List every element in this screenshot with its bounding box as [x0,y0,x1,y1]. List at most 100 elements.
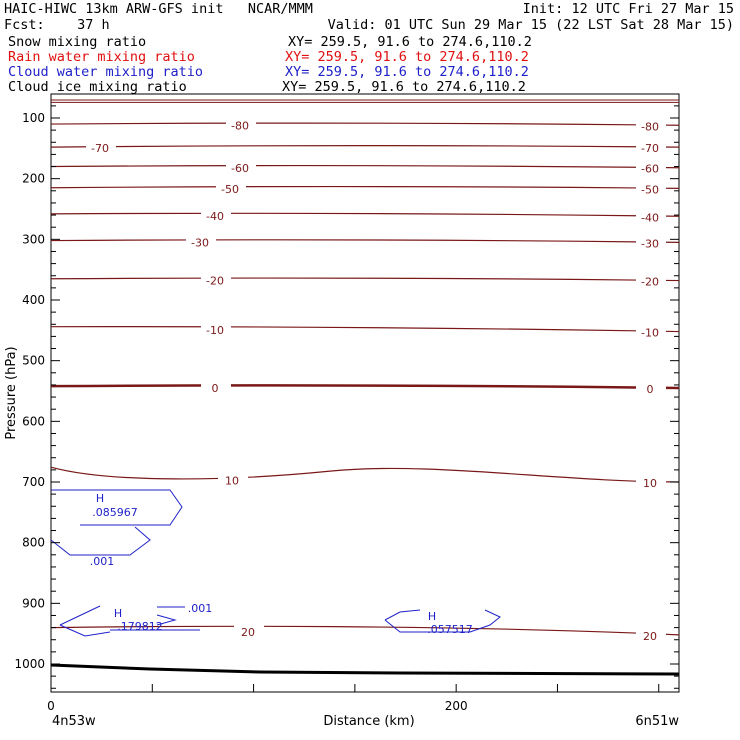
cloud-water-contour-line [51,489,183,526]
temperature-contour-label-right: 20 [643,630,657,643]
contour-label-bg [234,624,264,639]
temperature-contours: -80 -80 -70 -70 -60 -60 -50 -50 -40 -40 -30 -30 -20 -… [50,99,680,643]
contour-label-bg [218,472,248,487]
contour-label-bg-right [636,181,666,196]
contour-label-bg-right [636,209,666,224]
temperature-contour-label-right: 10 [643,477,657,490]
x-axis: 0 200 [47,684,660,713]
temperature-contour-line [50,164,680,169]
temperature-contour-label-right: -30 [641,237,659,250]
y-tick-label: 500 [22,354,45,368]
field-name-rain: Rain water mixing ratio [8,49,195,65]
y-tick-label: 800 [22,536,45,550]
cloud-water-contour-label: .001 [90,555,115,568]
terrain-surface-line [50,663,680,676]
contour-label-bg [201,272,231,287]
contour-label-bg-right [636,273,666,288]
temperature-contour-label-right: -60 [641,163,659,176]
temperature-contour-line [50,212,680,217]
y-tick-label: 1000 [14,657,45,671]
field-name-cloud-ice: Cloud ice mixing ratio [8,79,187,95]
temperature-contour-label: -70 [91,142,109,155]
cloud-water-contour-line [50,526,151,556]
temperature-contour-label: -10 [206,324,224,337]
contour-label-bg [201,380,231,395]
contour-label-bg [216,181,246,196]
temperature-contour-label: -30 [191,236,209,249]
y-tick-label: 600 [22,414,45,428]
header-model-title: HAIC-HIWC 13km ARW-GFS init NCAR/MMM [4,1,313,17]
contour-label-bg [201,208,231,223]
temperature-contour-line [50,185,680,189]
y-axis-title: Pressure (hPa) [4,346,19,439]
field-xy-cloud-ice: XY= 259.5, 91.6 to 274.6,110.2 [282,79,526,95]
temperature-contour-label-right: -80 [641,120,659,133]
temperature-contour-line [50,326,680,333]
temperature-contour-label-right: -70 [641,142,659,155]
y-tick-label: 100 [22,111,45,125]
temperature-contour-label: -20 [206,275,224,288]
y-tick-label: 900 [22,596,45,610]
cloud-water-max-marker: H [428,610,436,623]
cloud-water-contour-line [59,605,200,637]
cloud-water-max-value: .057517 [427,623,473,636]
temperature-contour-line [50,384,680,390]
contour-label-bg-right [636,235,666,250]
temperature-contour-label-right: 0 [647,383,654,396]
temperature-contour-label: -50 [221,183,239,196]
temperature-contour-label: -80 [231,120,249,133]
temperature-contour-line [50,145,680,148]
contour-label-bg-right [636,324,666,339]
cloud-water-max-marker: H [96,492,104,505]
temperature-contour-label: -40 [206,210,224,223]
contour-label-bg-right [636,475,666,489]
contour-label-bg-right [636,118,666,133]
temperature-contour-line [50,122,680,126]
field-xy-snow: XY= 259.5, 91.6 to 274.6,110.2 [288,34,532,50]
field-name-snow: Snow mixing ratio [8,34,147,50]
field-xy-rain: XY= 259.5, 91.6 to 274.6,110.2 [285,49,529,65]
x-endpoint-label-left: 4n53w [52,714,96,729]
x-tick-label: 200 [445,699,468,713]
temperature-contour-line [50,625,680,636]
x-axis-title: Distance (km) [323,714,414,729]
contour-label-bg-right [636,627,666,642]
y-tick-label: 200 [22,172,45,186]
contour-label-bg [186,234,216,249]
header-init-time: Init: 12 UTC Fri 27 Mar 15 [522,1,734,17]
y-tick-label: 400 [22,293,45,307]
contour-label-bg [226,117,256,132]
cloud-water-contour-line [384,609,501,633]
contour-label-bg [226,160,256,175]
field-name-cloud-water: Cloud water mixing ratio [8,64,204,80]
header-valid-time: Valid: 01 UTC Sun 29 Mar 15 (22 LST Sat … [327,17,734,33]
temperature-contour-label-right: -40 [641,211,659,224]
cloud-water-max-value: .085967 [92,506,138,519]
contour-label-bg [201,322,231,337]
contour-label-bg [86,140,116,155]
x-tick-label: 0 [47,699,55,713]
temperature-contour-label: 20 [241,626,255,639]
field-xy-cloud-water: XY= 259.5, 91.6 to 274.6,110.2 [285,64,529,80]
y-tick-label: 300 [22,232,45,246]
temperature-contour-line [50,277,680,282]
header-forecast-hour: Fcst: 37 h [4,17,110,33]
temperature-contour-label-right: -10 [641,327,659,340]
x-endpoint-label-right: 6n51w [635,714,679,729]
temperature-contour-label: -60 [231,162,249,175]
y-tick-label: 700 [22,475,45,489]
temperature-contour-label-right: -20 [641,276,659,289]
contour-label-bg-right [636,380,666,395]
plot-frame [50,93,680,693]
temperature-contour-label: 0 [212,382,219,395]
cloud-water-max-value: .179812 [117,620,163,633]
temperature-contour-label: 10 [225,475,239,488]
cloud-water-max-marker: H [114,607,122,620]
temperature-contour-label-right: -50 [641,183,659,196]
cloud-water-contour-label: .001 [188,602,213,615]
temperature-contour-line [50,466,680,483]
temperature-contour-line [50,239,680,243]
